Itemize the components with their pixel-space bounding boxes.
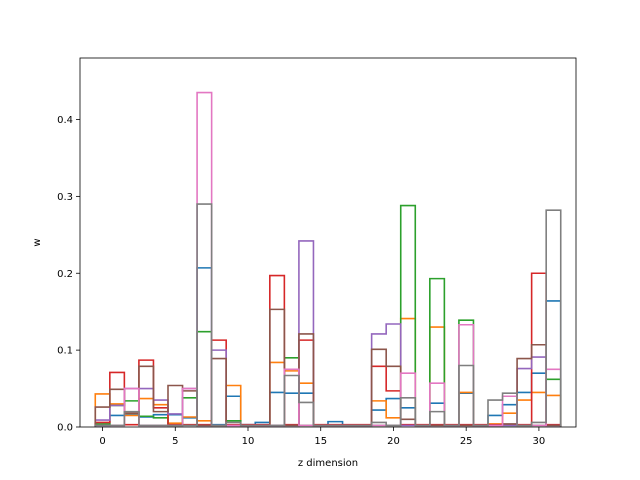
y-axis: 0.0 0.1 0.2 0.3 0.4: [57, 115, 80, 434]
x-tick-label: 20: [387, 436, 400, 447]
x-axis-label: z dimension: [298, 458, 358, 469]
x-tick-label: 15: [314, 436, 327, 447]
series-5-line: [94, 308, 562, 427]
axes-frame: [79, 57, 577, 428]
plot-area: [94, 91, 562, 427]
series-0-line: [94, 267, 562, 427]
y-tick-label: 0.4: [57, 115, 73, 126]
y-axis-label: w: [32, 238, 43, 246]
x-tick-label: 10: [242, 436, 255, 447]
y-tick-label: 0.2: [57, 269, 73, 280]
series-6-line: [94, 91, 562, 427]
x-tick-label: 5: [172, 436, 178, 447]
y-tick-label: 0.3: [57, 192, 73, 203]
x-tick-label: 0: [99, 436, 105, 447]
x-tick-label: 25: [460, 436, 473, 447]
series-1-line: [94, 317, 562, 427]
series-7-line: [94, 203, 562, 427]
x-tick-label: 30: [533, 436, 546, 447]
y-tick-label: 0.1: [57, 346, 73, 357]
x-axis: 0 5 10 15 20 25 30: [99, 427, 545, 447]
series-2-line: [94, 204, 562, 427]
y-tick-label: 0.0: [57, 423, 73, 434]
series-4-line: [94, 240, 562, 427]
